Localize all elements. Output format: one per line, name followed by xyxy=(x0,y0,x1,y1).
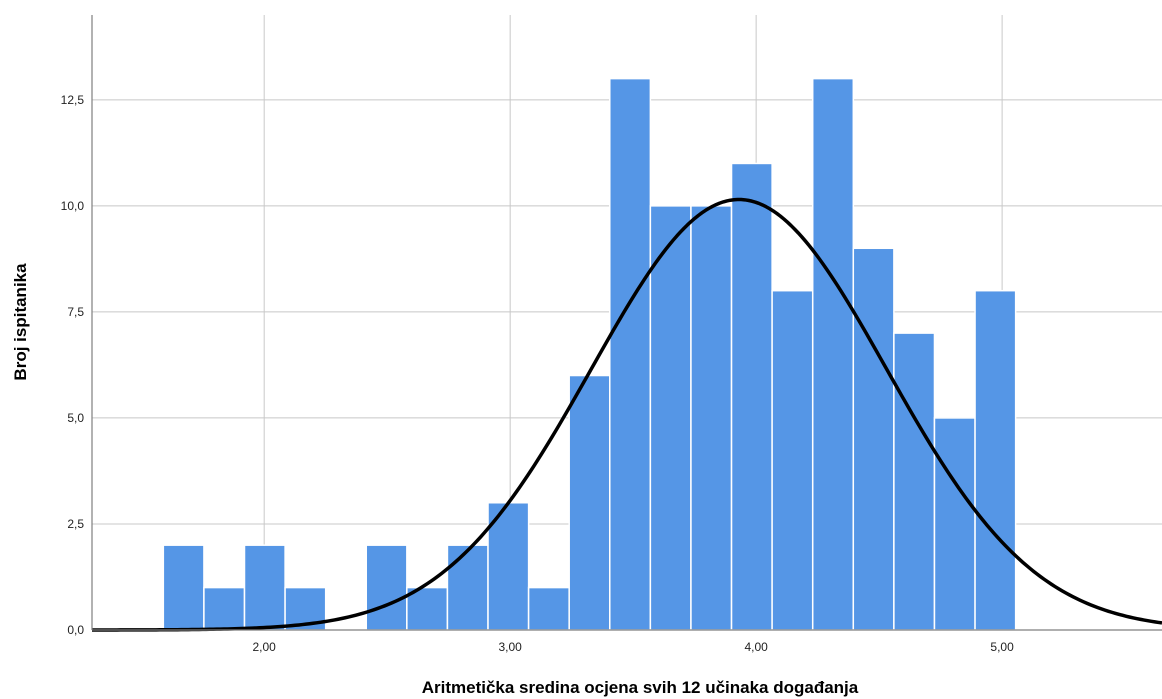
histogram-bar xyxy=(730,162,773,631)
y-tick-label: 10,0 xyxy=(61,199,85,213)
bars-layer xyxy=(162,77,1017,631)
histogram-bar xyxy=(771,289,814,631)
y-tick-label: 7,5 xyxy=(67,305,84,319)
y-tick-label: 2,5 xyxy=(67,517,84,531)
y-tick-label: 12,5 xyxy=(61,93,85,107)
y-tick-label: 0,0 xyxy=(67,623,84,637)
histogram-bar xyxy=(974,289,1017,631)
histogram-bar xyxy=(446,544,489,631)
y-axis-title: Broj ispitanika xyxy=(11,263,30,381)
histogram-bar xyxy=(203,586,246,631)
histogram-bar xyxy=(811,77,855,631)
histogram-bar xyxy=(852,247,895,631)
histogram-bar xyxy=(568,374,611,631)
histogram-bar xyxy=(609,77,652,631)
normal-curve xyxy=(92,197,1162,632)
histogram-bar xyxy=(649,205,692,631)
histogram-bar xyxy=(162,544,205,631)
histogram-bar xyxy=(243,544,286,631)
x-tick-label: 3,00 xyxy=(498,640,522,654)
axes-layer xyxy=(91,15,1162,631)
histogram-bar xyxy=(933,417,976,631)
x-tick-label: 4,00 xyxy=(744,640,768,654)
y-tick-label: 5,0 xyxy=(67,411,84,425)
x-axis-title: Aritmetička sredina ocjena svih 12 učina… xyxy=(422,678,859,697)
normal-curve-layer xyxy=(92,197,1162,632)
histogram-bar xyxy=(365,544,408,631)
histogram-bar xyxy=(690,205,733,631)
histogram-bar xyxy=(527,586,570,631)
x-tick-label: 2,00 xyxy=(253,640,277,654)
tick-labels-layer: 0,0 2,5 5,0 7,5 10,0 12,5 2,00 3,00 4,00 5,00 xyxy=(61,93,1014,654)
histogram-bar xyxy=(893,332,936,631)
x-tick-label: 5,00 xyxy=(990,640,1014,654)
